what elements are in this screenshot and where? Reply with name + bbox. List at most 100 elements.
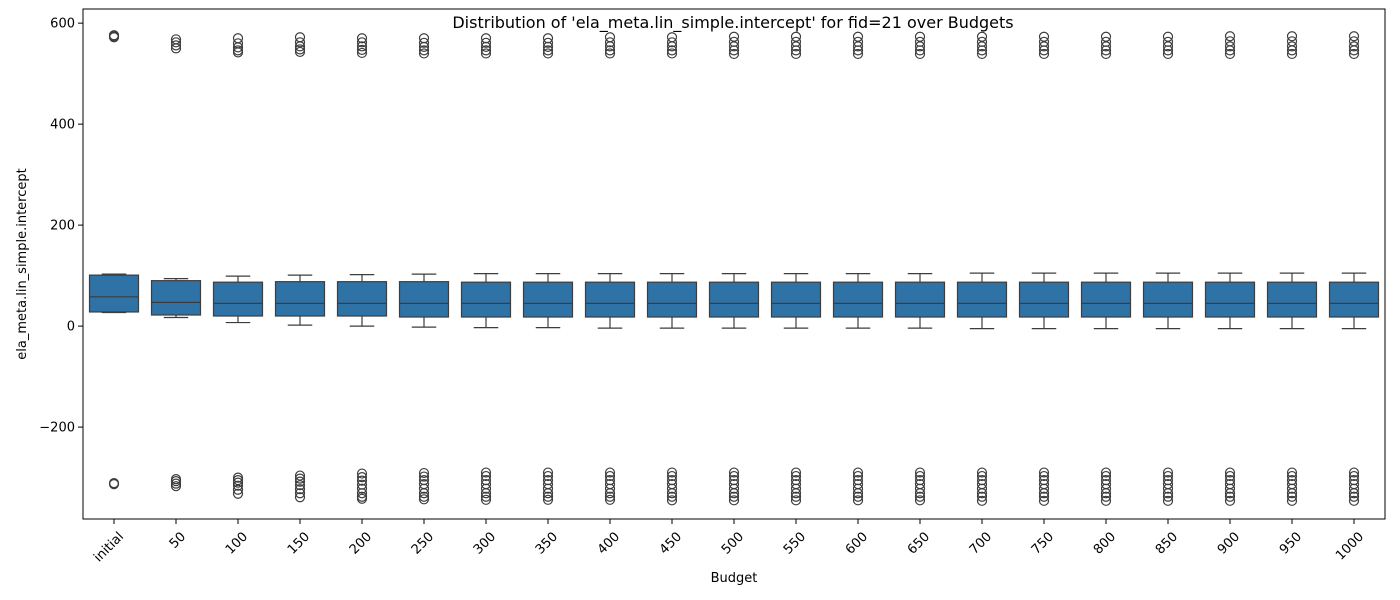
outlier-point xyxy=(852,488,864,499)
outlier-point xyxy=(728,483,740,494)
x-tick-label: 750 xyxy=(1029,529,1057,557)
outlier-point xyxy=(728,41,740,52)
box xyxy=(584,281,636,318)
outlier-point xyxy=(1224,41,1236,52)
outlier-point xyxy=(356,44,368,56)
box xyxy=(212,281,264,317)
outlier-point xyxy=(356,475,368,486)
outlier-point xyxy=(108,32,120,43)
outlier-point xyxy=(1348,45,1360,56)
outlier-point xyxy=(232,42,244,53)
outlier-point xyxy=(1100,491,1112,502)
outlier-point xyxy=(1038,467,1050,478)
outlier-point xyxy=(480,467,492,478)
outlier-point xyxy=(232,477,244,488)
outlier-point xyxy=(542,488,554,499)
outlier-point xyxy=(480,483,492,494)
plot-area xyxy=(88,30,1380,506)
box xyxy=(274,281,326,317)
outlier-point xyxy=(1162,483,1174,494)
outlier-point xyxy=(294,46,306,58)
outlier-point xyxy=(790,488,802,499)
outlier-point xyxy=(790,483,802,494)
outlier-point xyxy=(356,47,368,59)
outlier-point xyxy=(480,494,492,505)
x-tick-label: 250 xyxy=(409,529,437,557)
outlier-point xyxy=(1162,470,1174,482)
outlier-point xyxy=(1286,31,1298,42)
y-axis-title: ela_meta.lin_simple.intercept xyxy=(15,168,30,359)
outlier-point xyxy=(1100,48,1112,60)
outlier-point xyxy=(1224,488,1236,499)
x-tick-label: 700 xyxy=(967,529,995,557)
outlier-point xyxy=(1100,495,1112,506)
outlier-point xyxy=(1286,41,1298,52)
outlier-point xyxy=(604,45,616,56)
outlier-point xyxy=(1224,483,1236,494)
outlier-point xyxy=(666,45,678,56)
box-group-700 xyxy=(956,31,1008,506)
box xyxy=(460,281,512,318)
box-group-600 xyxy=(832,31,884,506)
axes-frame xyxy=(82,8,1386,520)
box xyxy=(1266,281,1318,318)
outlier-point xyxy=(170,43,182,54)
outlier-point xyxy=(976,467,988,478)
box-group-800 xyxy=(1080,31,1132,506)
outlier-point xyxy=(542,37,554,48)
chart-title: Distribution of 'ela_meta.lin_simple.int… xyxy=(452,13,1013,33)
outlier-point xyxy=(418,467,430,479)
box-group-300 xyxy=(460,33,512,505)
outlier-point xyxy=(232,484,244,495)
outlier-point xyxy=(604,467,616,478)
x-tick-label: 900 xyxy=(1215,529,1243,557)
outlier-point xyxy=(976,488,988,499)
box-group-1000 xyxy=(1328,31,1380,506)
outlier-point xyxy=(1348,467,1360,478)
outlier-point xyxy=(1286,483,1298,494)
outlier-point xyxy=(914,495,926,506)
outlier-point xyxy=(1100,470,1112,482)
outlier-point xyxy=(480,41,492,52)
outlier-point xyxy=(170,476,182,487)
outlier-point xyxy=(914,48,926,60)
outlier-point xyxy=(542,491,554,502)
outlier-point xyxy=(1286,491,1298,502)
outlier-point xyxy=(914,488,926,499)
outlier-point xyxy=(1286,48,1298,60)
outlier-point xyxy=(852,48,864,60)
outlier-point xyxy=(976,491,988,502)
outlier-point xyxy=(542,470,554,482)
outlier-point xyxy=(418,491,430,502)
outlier-point xyxy=(666,467,678,478)
x-tick-label: 400 xyxy=(595,529,623,557)
outlier-point xyxy=(294,492,306,503)
outlier-point xyxy=(1286,45,1298,56)
outlier-point xyxy=(728,491,740,502)
outlier-point xyxy=(1224,495,1236,506)
outlier-point xyxy=(232,47,244,58)
outlier-point xyxy=(604,488,616,499)
box xyxy=(522,281,574,318)
box xyxy=(894,281,946,318)
outlier-point xyxy=(542,41,554,52)
outlier-point xyxy=(170,478,182,489)
outlier-point xyxy=(728,488,740,499)
outlier-point xyxy=(418,45,430,56)
outlier-point xyxy=(666,470,678,482)
outlier-point xyxy=(852,467,864,478)
y-tick-label: 200 xyxy=(50,219,75,234)
outlier-point xyxy=(728,48,740,60)
outlier-point xyxy=(542,45,554,56)
outlier-point xyxy=(480,37,492,48)
outlier-point xyxy=(1038,495,1050,506)
outlier-point xyxy=(852,491,864,502)
box xyxy=(1142,281,1194,318)
outlier-point xyxy=(1286,470,1298,482)
outlier-point xyxy=(232,480,244,491)
outlier-point xyxy=(542,48,554,59)
outlier-point xyxy=(790,41,802,52)
outlier-point xyxy=(790,467,802,478)
box-group-550 xyxy=(770,31,822,506)
x-tick-label: 450 xyxy=(657,529,685,557)
